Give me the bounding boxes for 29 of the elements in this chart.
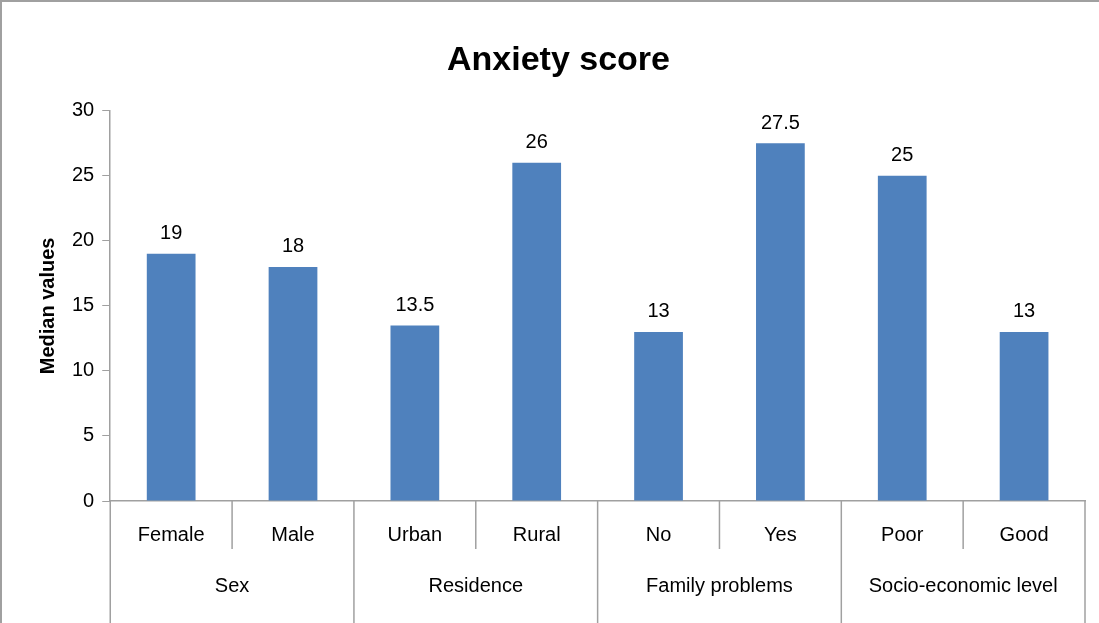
data-label: 19 <box>160 221 183 244</box>
y-tick-label: 25 <box>72 163 95 186</box>
text: Socio-economic level <box>868 573 1058 596</box>
x-tick-label: Poor <box>881 522 924 545</box>
data-label: 25 <box>891 143 914 166</box>
text: Sex <box>214 573 250 596</box>
x-tick-label: Yes <box>764 522 797 545</box>
text: Residence <box>428 573 524 596</box>
y-axis-title: Median values <box>35 237 58 375</box>
data-label: 18 <box>281 234 305 257</box>
x-tick-label: Rural <box>512 522 561 545</box>
data-label: 13.5 <box>395 292 435 315</box>
text: Family problems <box>646 573 793 596</box>
data-label: 13 <box>1012 299 1036 322</box>
data-label: 13 <box>647 299 670 322</box>
x-tick-label: Urban <box>387 522 443 545</box>
y-tick-label: 20 <box>72 228 95 251</box>
x-tick-label: Male <box>271 522 315 545</box>
data-label: 27.5 <box>760 110 800 133</box>
x-tick-label: No <box>645 522 672 545</box>
chart-title: Anxiety score <box>447 38 670 77</box>
y-tick-label: 15 <box>72 293 95 316</box>
y-tick-label: 5 <box>83 423 95 446</box>
data-label: 26 <box>525 130 548 153</box>
y-tick-label: 0 <box>83 488 95 511</box>
y-tick-label: 10 <box>72 358 95 381</box>
x-tick-label: Female <box>137 522 205 545</box>
x-tick-label: Good <box>999 522 1049 545</box>
y-tick-label: 30 <box>72 98 95 121</box>
